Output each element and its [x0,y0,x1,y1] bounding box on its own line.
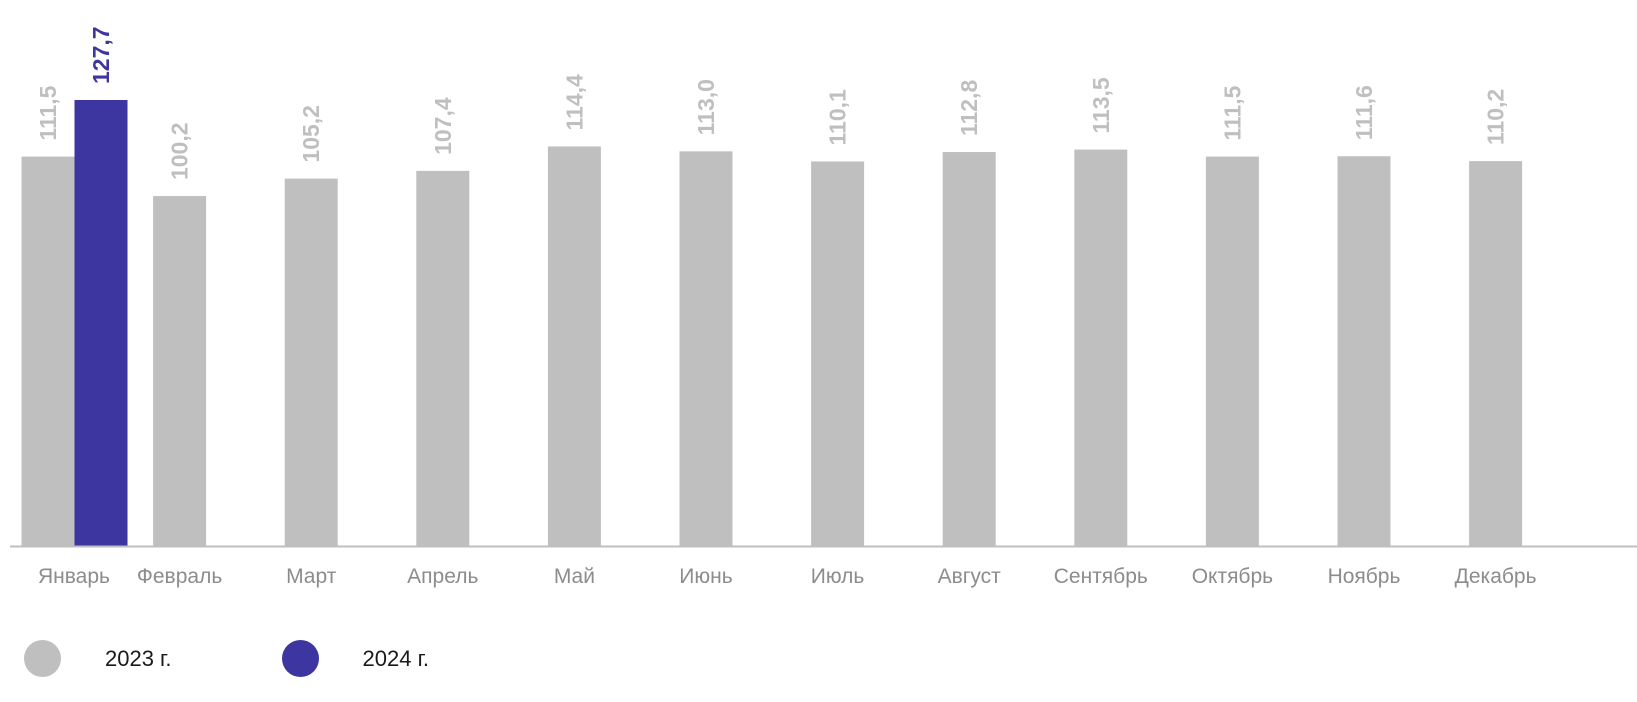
legend-swatch-2023 [24,640,61,677]
data-label-2024-0: 127,7 [88,26,114,84]
bar-2023-1 [153,196,207,547]
legend-swatch-2024 [281,640,319,677]
data-label-2023-3: 107,4 [430,97,456,155]
data-label-2023-0: 111,5 [35,85,61,140]
x-tick-label-10: Ноябрь [1328,565,1401,588]
bar-2023-6 [811,161,865,547]
data-label-2023-5: 113,0 [693,79,719,135]
data-label-2023-6: 110,1 [825,89,851,145]
x-tick-label-2: Март [286,565,337,588]
data-label-2023-4: 114,4 [561,74,587,130]
bar-2023-8 [1074,149,1128,546]
x-tick-label-6: Июль [811,565,865,588]
data-label-2023-11: 110,2 [1483,89,1509,145]
bar-2023-2 [284,178,338,546]
data-label-2023-10: 111,6 [1351,85,1377,140]
legend-item-2023: 2023 г. [24,640,172,677]
x-tick-label-4: Май [554,565,595,588]
data-label-2023-2: 105,2 [298,105,324,163]
bar-2023-5 [679,151,733,546]
legend-label-2023: 2023 г. [105,645,172,671]
bar-2023-3 [416,170,470,546]
bar-2023-4 [547,146,601,546]
bar-chart: 111,5 127,7 Январь 100,2 Февраль 105,2 Март 107… [10,26,1637,588]
bar-2023-9 [1205,156,1259,547]
x-tick-label-8: Сентябрь [1054,565,1148,588]
x-tick-label-1: Февраль [137,565,222,588]
legend-item-2024: 2024 г. [281,640,430,677]
bar-2023-7 [942,152,996,546]
bar-2023-11 [1469,161,1523,546]
x-tick-label-7: Август [938,565,1002,588]
x-tick-label-9: Октябрь [1192,565,1273,588]
x-tick-label-5: Июнь [679,565,732,588]
data-label-2023-7: 112,8 [956,80,982,136]
legend: 2023 г. 2024 г. [24,640,539,677]
bar-2024-0 [74,100,128,546]
data-label-2023-9: 111,5 [1219,85,1245,140]
legend-label-2024: 2024 г. [362,645,430,671]
data-label-2023-8: 113,5 [1088,77,1114,133]
x-tick-label-0: Январь [38,565,110,588]
data-label-2023-1: 100,2 [167,122,193,180]
bar-2023-10 [1337,156,1391,546]
x-tick-label-11: Декабрь [1455,565,1537,588]
x-tick-label-3: Апрель [407,565,478,588]
bar-2023-0 [21,156,75,547]
